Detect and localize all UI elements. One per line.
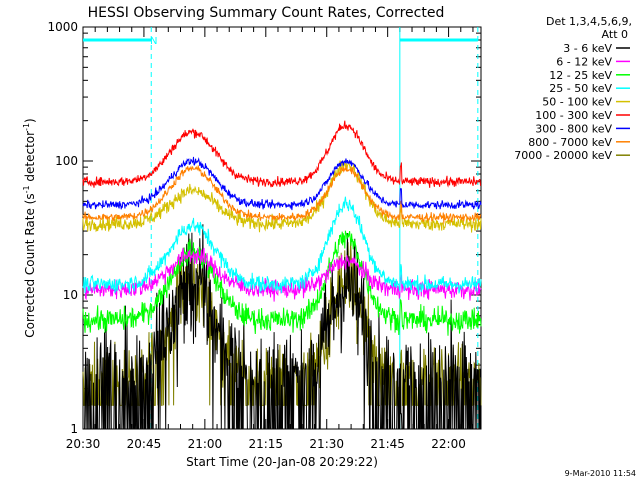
x-tick-label: 21:45 — [370, 437, 405, 451]
x-tick-label: 20:45 — [127, 437, 162, 451]
y-tick-label: 10 — [63, 288, 78, 302]
legend-entry-label: 6 - 12 keV — [556, 55, 612, 68]
legend-entry-label: 3 - 6 keV — [563, 42, 612, 55]
x-tick-label: 21:30 — [309, 437, 344, 451]
legend-entry-label: 50 - 100 keV — [542, 96, 612, 109]
y-tick-label: 1 — [70, 422, 78, 436]
x-tick-label: 21:00 — [188, 437, 223, 451]
series-line — [82, 196, 482, 295]
legend-entry-label: 12 - 25 keV — [549, 69, 612, 82]
series-layer — [82, 120, 482, 430]
series-line — [82, 247, 482, 302]
chart-title: HESSI Observing Summary Count Rates, Cor… — [88, 5, 445, 21]
legend-entry-label: 25 - 50 keV — [549, 82, 612, 95]
legend-entry-label: 7000 - 20000 keV — [514, 149, 612, 162]
x-axis-label: Start Time (20-Jan-08 20:29:22) — [186, 455, 378, 469]
y-axis-label: Corrected Count Rate (s-1 detector-1) — [22, 118, 37, 337]
x-tick-label: 22:00 — [431, 437, 466, 451]
legend-entry-label: 300 - 800 keV — [535, 122, 612, 135]
y-axis-label-sup2: -1 — [22, 123, 31, 131]
legend-header-line1: Det 1,3,4,5,6,9, — [546, 15, 632, 28]
series-line — [82, 156, 482, 211]
y-axis-label-end: ) — [23, 118, 37, 123]
y-tick-label: 1000 — [47, 20, 78, 34]
legend-entry-label: 800 - 7000 keV — [528, 136, 612, 149]
y-axis-label-sup1: -1 — [22, 185, 31, 193]
y-tick-labels: 1 10 100 1000 — [47, 20, 78, 436]
footer-date: 9-Mar-2010 11:54 — [565, 469, 636, 478]
x-tick-labels: 20:30 20:45 21:00 21:15 21:30 21:45 22:00 — [66, 437, 466, 451]
series-line — [82, 165, 482, 224]
series-line — [83, 224, 481, 430]
y-axis-label-mid: detector — [23, 131, 37, 186]
x-tick-label: 21:15 — [248, 437, 283, 451]
legend-entry-label: 100 - 300 keV — [535, 109, 612, 122]
series-line — [82, 120, 482, 188]
x-tick-label: 20:30 — [66, 437, 101, 451]
night-marker-label: N — [150, 36, 157, 47]
y-axis-label-main: Corrected Count Rate (s — [23, 193, 37, 337]
legend-header-line2: Att 0 — [602, 28, 628, 41]
series-line — [82, 230, 482, 336]
y-tick-label: 100 — [55, 154, 78, 168]
